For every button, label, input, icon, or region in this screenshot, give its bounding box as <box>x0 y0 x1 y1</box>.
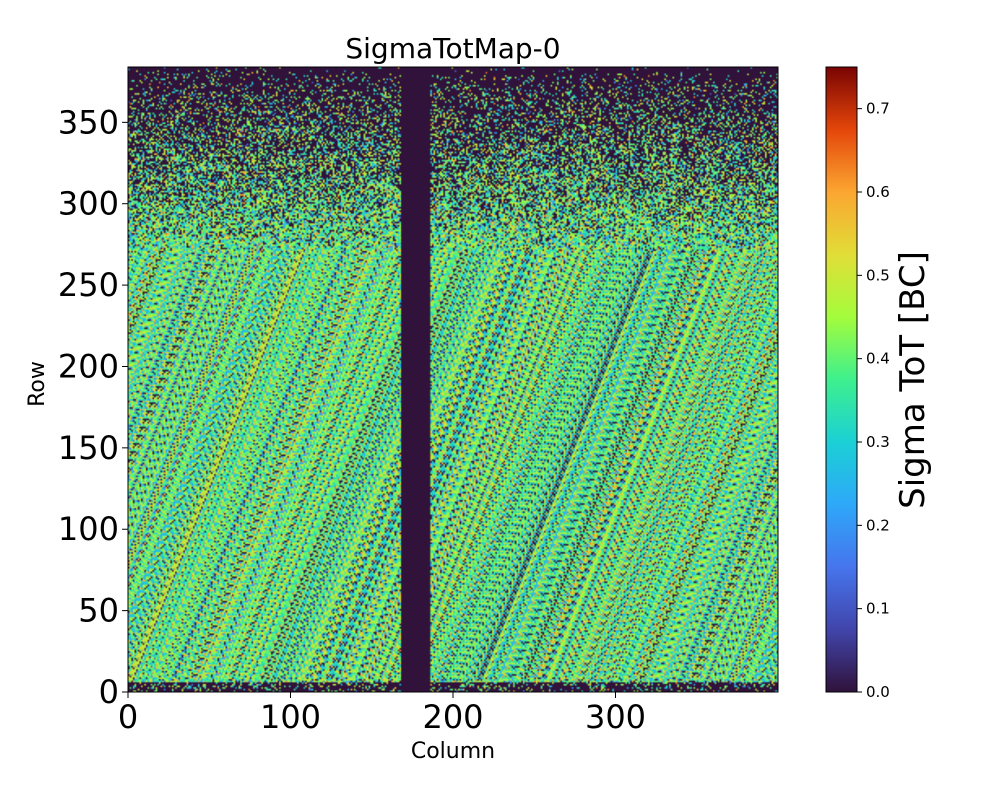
y-axis-label: Row <box>25 361 50 407</box>
x-tick-label: 300 <box>585 698 646 736</box>
x-tick-label: 0 <box>118 698 138 736</box>
colorbar-tick-label: 0.6 <box>866 183 890 201</box>
x-tick-label: 200 <box>422 698 483 736</box>
colorbar-tick-label: 0.3 <box>866 433 890 451</box>
chart-title: SigmaTotMap-0 <box>345 32 560 65</box>
y-tick-label: 350 <box>58 103 119 141</box>
colorbar-tick-label: 0.0 <box>866 683 890 701</box>
heatmap-canvas <box>128 67 778 692</box>
colorbar-tick-label: 0.7 <box>866 100 890 118</box>
colorbar <box>825 66 858 693</box>
x-axis-ticks: 0 100 200 300 <box>118 692 646 736</box>
colorbar-tick-label: 0.5 <box>866 266 890 284</box>
y-tick-label: 100 <box>58 510 119 548</box>
y-tick-label: 0 <box>99 673 119 711</box>
y-tick-label: 250 <box>58 266 119 304</box>
colorbar-tick-label: 0.4 <box>866 350 890 368</box>
y-tick-label: 50 <box>78 592 119 630</box>
colorbar-label: Sigma ToT [BC] <box>893 251 933 509</box>
y-axis-ticks: 0 50 100 150 200 250 300 350 <box>58 103 128 711</box>
y-tick-label: 300 <box>58 185 119 223</box>
colorbar-ticks: 0.0 0.1 0.2 0.3 0.4 0.5 0.6 0.7 <box>857 100 890 701</box>
y-tick-label: 200 <box>58 347 119 385</box>
y-tick-label: 150 <box>58 429 119 467</box>
colorbar-tick-label: 0.2 <box>866 516 890 534</box>
x-axis-label: Column <box>411 739 495 764</box>
x-tick-label: 100 <box>260 698 321 736</box>
colorbar-tick-label: 0.1 <box>866 600 890 618</box>
